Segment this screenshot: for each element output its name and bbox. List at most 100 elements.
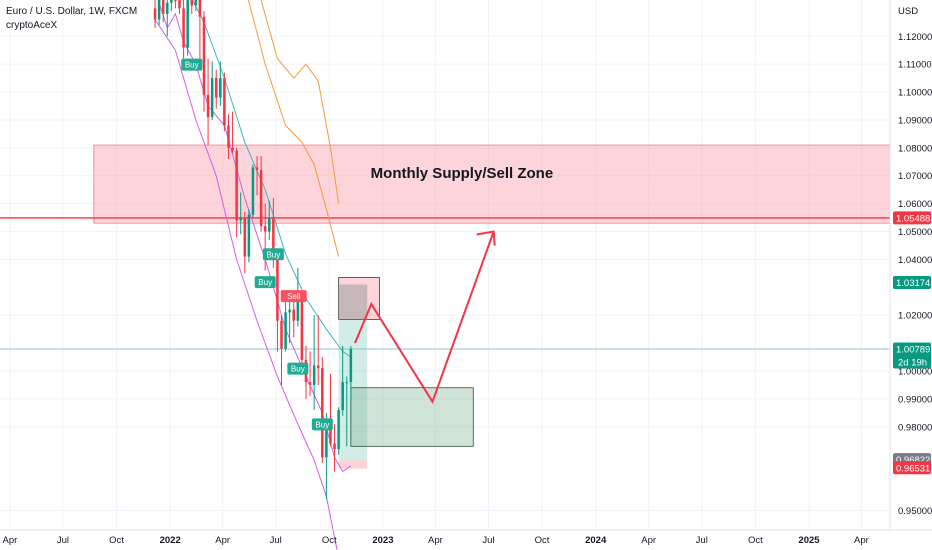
signal-badge — [262, 248, 284, 261]
candle-body — [337, 410, 340, 450]
symbol-title[interactable]: Euro / U.S. Dollar, 1W, FXCM — [6, 6, 138, 17]
candle — [153, 0, 157, 28]
signal-label: Buy — [266, 250, 280, 259]
candle-body — [161, 0, 165, 14]
lower-band-line — [154, 19, 338, 550]
candle-body — [349, 348, 353, 383]
candle — [194, 0, 198, 12]
time-tick-label: Jul — [270, 535, 282, 546]
position-overlap-area — [338, 284, 368, 320]
candle — [255, 156, 259, 196]
candle-body — [292, 309, 296, 321]
time-tick-label: Apr — [854, 535, 869, 546]
time-tick-label: Oct — [109, 535, 124, 546]
candle-body — [194, 0, 198, 6]
candle-body — [178, 0, 181, 9]
candle — [227, 114, 230, 159]
candle — [214, 69, 218, 109]
signal-badge — [311, 418, 333, 431]
time-tick-label: 2022 — [160, 535, 181, 546]
candle — [345, 376, 349, 447]
candle-body — [186, 0, 189, 48]
candle — [341, 345, 344, 416]
price-tick-label: 0.99000 — [898, 394, 932, 405]
candle-body — [239, 217, 242, 221]
candle-body — [284, 312, 287, 349]
price-tick-label: 0.98000 — [898, 422, 932, 433]
signal-sell: Sell — [280, 290, 307, 303]
candle — [300, 295, 304, 363]
time-tick-label: Apr — [428, 535, 443, 546]
candle — [349, 345, 353, 402]
projection-path — [354, 231, 495, 404]
price-tick-label: 1.02000 — [898, 311, 932, 322]
price-tick-label: 1.00000 — [898, 367, 932, 378]
candle-body — [333, 443, 336, 450]
price-tick-label: 1.05000 — [898, 227, 932, 238]
candle-body — [312, 365, 316, 385]
price-tag: 0.96531 — [893, 461, 931, 475]
time-tick-label: Jul — [696, 535, 708, 546]
time-tick-label: Jul — [57, 535, 69, 546]
candle-body — [227, 125, 230, 148]
candle-body — [263, 225, 267, 232]
projection-layer — [354, 230, 496, 404]
signal-label: Sell — [287, 292, 301, 301]
orange-band-upper — [260, 0, 340, 204]
candle — [251, 164, 255, 218]
signal-buy: Buy — [181, 58, 203, 71]
signal-badge — [280, 290, 307, 303]
candle — [280, 315, 283, 385]
price-tick-label: 1.08000 — [898, 143, 932, 154]
candle — [223, 72, 226, 132]
candle — [268, 200, 271, 240]
price-tag-label: 0.96822 — [896, 455, 930, 466]
candle-body — [223, 78, 226, 126]
candle-body — [296, 298, 300, 321]
candle-body — [259, 170, 263, 226]
candle — [198, 0, 202, 65]
candle — [190, 0, 194, 14]
candle — [210, 61, 214, 120]
price-tick-label: 1.06000 — [898, 199, 932, 210]
signal-badge — [287, 362, 309, 375]
candle — [259, 156, 263, 232]
lower-support-box — [350, 387, 474, 447]
price-tick-label: 1.11000 — [898, 60, 932, 71]
price-tag-label: 1.00789 — [896, 344, 930, 355]
candle — [316, 315, 320, 385]
candle — [308, 351, 312, 397]
candle-body — [206, 94, 210, 118]
candle — [178, 0, 181, 14]
candle-body — [174, 0, 177, 1]
time-axis[interactable]: Apr Jul Oct 2022 Apr Jul Oct 2023 Apr Jul Oct 2024 A… — [0, 529, 932, 546]
candle-body — [251, 167, 255, 215]
time-tick-label: 2024 — [585, 535, 607, 546]
candle-body — [182, 8, 185, 48]
candle-body — [198, 0, 202, 17]
signal-label: Buy — [315, 420, 329, 429]
price-axis[interactable]: USD 1.12000 1.11000 1.10000 1.09000 1.08000 1.… — [889, 0, 932, 530]
candle — [321, 357, 324, 464]
moving-average-line — [191, 0, 352, 358]
time-tick-label: Oct — [748, 535, 763, 546]
upper-resistance-box — [338, 277, 380, 320]
candle-body — [268, 217, 271, 232]
time-tick-label: Apr — [215, 535, 230, 546]
candles-layer — [153, 0, 353, 500]
candle — [157, 0, 161, 26]
time-tick-label: Apr — [641, 535, 656, 546]
price-tick-label: 1.12000 — [898, 32, 932, 43]
candle-body — [157, 0, 161, 20]
candle-body — [300, 298, 304, 360]
price-tick-label: 1.04000 — [898, 255, 932, 266]
candle — [231, 111, 234, 154]
grid — [0, 0, 890, 530]
candle-body — [243, 217, 247, 257]
signal-label: Buy — [185, 61, 199, 70]
candle-body — [321, 368, 324, 458]
monthly-supply-zone — [93, 144, 891, 224]
zones-layer: Monthly Supply/Sell Zone — [93, 144, 891, 469]
time-tick-label: Oct — [322, 535, 337, 546]
